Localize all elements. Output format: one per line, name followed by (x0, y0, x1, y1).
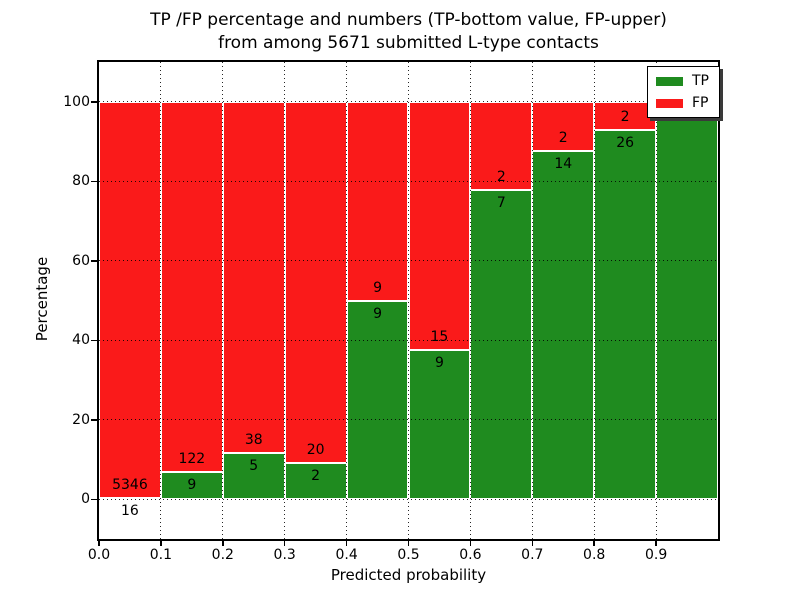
y-tick-mark (91, 101, 97, 103)
fp-count-label: 38 (244, 432, 263, 449)
bars-layer (99, 62, 718, 539)
vertical-gridline (593, 62, 595, 539)
x-tick-label: 0.1 (149, 547, 173, 563)
x-tick-label: 0.9 (644, 547, 668, 563)
fp-legend-swatch (656, 98, 683, 108)
x-tick-mark (407, 541, 410, 546)
fp-count-label: 15 (430, 329, 449, 346)
x-tick-mark (98, 541, 100, 546)
fp-count-label: 2 (496, 169, 506, 186)
x-tick-label: 0.5 (397, 547, 420, 563)
legend: TP FP (647, 66, 720, 118)
tp-bar-segment (532, 151, 595, 500)
y-tick-mark (91, 180, 97, 182)
x-tick-label: 0.8 (583, 547, 606, 563)
x-tick-mark (655, 541, 657, 546)
x-tick-mark (531, 541, 534, 546)
x-tick-label: 0.3 (273, 547, 296, 563)
fp-bar-segment (470, 101, 533, 191)
tp-count-label: 9 (373, 305, 383, 322)
tp-count-label: 16 (121, 503, 139, 520)
y-tick-label: 80 (72, 173, 90, 190)
y-axis-label: Percentage (33, 256, 52, 341)
tp-bar-segment (656, 101, 718, 500)
x-tick-label: 0.7 (521, 547, 544, 563)
tp-count-label: 26 (616, 135, 635, 152)
tp-count-label: 2 (311, 468, 321, 485)
chart-title: TP /FP percentage and numbers (TP-bottom… (99, 9, 718, 55)
x-tick-label: 0.2 (211, 547, 234, 563)
vertical-gridline (469, 62, 471, 539)
tp-legend-label: TP (692, 73, 709, 89)
tp-count-label: 9 (187, 476, 197, 493)
fp-bar-segment (284, 101, 347, 464)
fp-bar-segment (346, 101, 409, 301)
fp-bar-segment (532, 101, 595, 152)
y-tick-label: 100 (63, 93, 90, 110)
x-axis-label: Predicted probability (330, 566, 487, 584)
grid-layer (99, 62, 718, 539)
vertical-gridline (284, 62, 286, 539)
x-tick-label: 0.6 (459, 547, 482, 563)
y-tick-label: 20 (72, 411, 90, 428)
vertical-gridline (222, 62, 224, 539)
legend-entry-tp: TP (656, 74, 709, 88)
tp-count-label: 14 (554, 156, 573, 173)
x-tick-mark (222, 541, 224, 546)
vertical-gridline (346, 62, 348, 539)
chart-title-line2: from among 5671 submitted L-type contact… (218, 33, 599, 53)
x-tick-mark (160, 541, 162, 546)
y-tick-mark (91, 260, 97, 262)
annotations-layer: 1653469122538220999157214226218 (99, 62, 718, 539)
fp-count-label: 5346 (112, 477, 148, 494)
tp-bar-segment (346, 300, 409, 500)
fp-count-label: 122 (178, 450, 206, 467)
fp-count-label: 9 (373, 279, 383, 296)
y-tick-label: 40 (72, 332, 90, 349)
tp-legend-swatch (656, 76, 683, 86)
y-tick-mark (91, 419, 97, 421)
chart-title-line1: TP /FP percentage and numbers (TP-bottom… (150, 10, 667, 30)
vertical-gridline (655, 62, 657, 539)
x-tick-mark (283, 541, 286, 546)
tp-count-label: 9 (434, 355, 444, 372)
x-tick-mark (469, 541, 472, 546)
y-tick-mark (91, 339, 97, 341)
tp-count-label: 7 (496, 195, 506, 212)
tp-count-label: 5 (249, 458, 259, 475)
y-tick-label: 60 (72, 252, 90, 269)
x-tick-mark (593, 541, 595, 546)
x-tick-label: 0.4 (335, 547, 358, 563)
vertical-gridline (408, 62, 409, 539)
fp-count-label: 20 (306, 442, 325, 459)
vertical-gridline (160, 62, 162, 539)
fp-bar-segment (408, 101, 471, 351)
x-tick-label: 0.0 (87, 547, 111, 563)
y-tick-mark (91, 498, 97, 500)
vertical-gridline (531, 62, 533, 539)
y-tick-label: 0 (81, 491, 90, 508)
x-tick-mark (345, 541, 348, 546)
tp-bar-segment (594, 130, 657, 500)
tp-bar-segment (284, 463, 347, 500)
legend-entry-fp: FP (656, 96, 709, 110)
fp-count-label: 2 (558, 130, 568, 147)
fp-legend-label: FP (692, 95, 709, 111)
plot-area: 1653469122538220999157214226218 TP FP (97, 60, 720, 541)
fp-count-label: 2 (620, 109, 630, 126)
fp-bar-segment (160, 101, 223, 472)
